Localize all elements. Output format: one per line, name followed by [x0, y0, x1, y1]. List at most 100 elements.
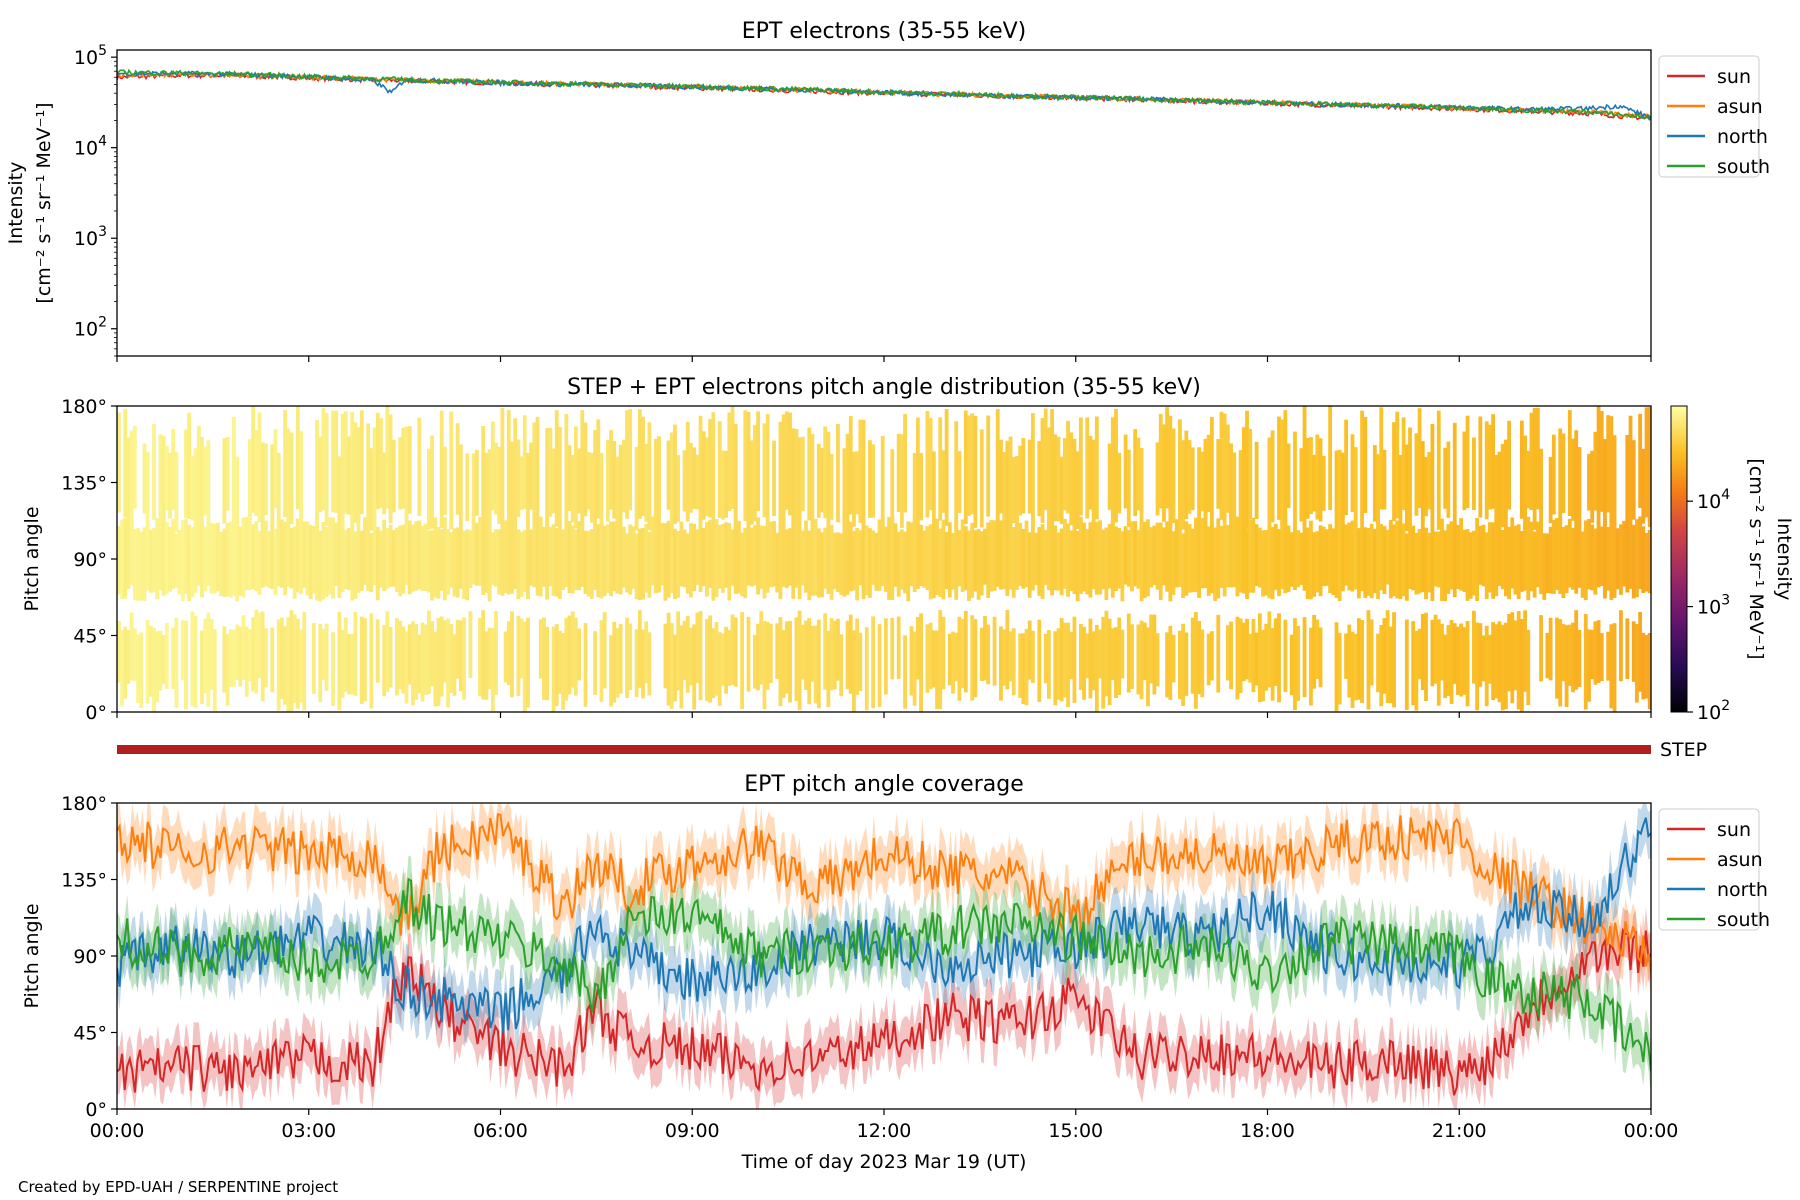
panel1-title: EPT electrons (35-55 keV) — [742, 19, 1027, 44]
heatmap-cell — [1222, 413, 1227, 524]
heatmap-cell — [1526, 629, 1531, 706]
heatmap-cell — [1491, 522, 1496, 599]
heatmap-cell — [983, 615, 987, 681]
heatmap-cell — [724, 450, 729, 518]
heatmap-cell — [896, 433, 901, 512]
heatmap-cell — [554, 624, 559, 706]
heatmap-cell — [586, 530, 591, 597]
heatmap-cell — [1309, 437, 1313, 515]
heatmap-cell — [468, 530, 473, 588]
heatmap-cell — [676, 611, 681, 691]
heatmap-cell — [695, 529, 700, 585]
heatmap-cell — [1625, 435, 1630, 530]
heatmap-cell — [1091, 519, 1096, 590]
panel4-legend-frame — [1658, 808, 1760, 931]
heatmap-cell — [823, 527, 828, 589]
heatmap-cell — [689, 443, 693, 513]
heatmap-cell — [698, 611, 703, 701]
heatmap-cell — [145, 524, 150, 591]
heatmap-cell — [634, 629, 639, 697]
heatmap-cell — [1027, 620, 1032, 680]
heatmap-cell — [446, 529, 450, 595]
heatmap-cell — [1561, 526, 1566, 598]
heatmap-cell — [487, 627, 492, 690]
heatmap-cell — [797, 437, 802, 531]
heatmap-cell — [1456, 626, 1460, 695]
heatmap-cell — [602, 612, 607, 689]
heatmap-cell — [1027, 532, 1032, 598]
heatmap-cell — [1158, 413, 1163, 509]
heatmap-cell — [1050, 518, 1054, 596]
heatmap-cell — [212, 523, 217, 594]
heatmap-cell — [366, 423, 371, 530]
heatmap-cell — [222, 626, 227, 693]
heatmap-cell — [414, 624, 419, 700]
heatmap-cell — [778, 617, 783, 707]
heatmap-cell — [1606, 526, 1611, 591]
heatmap-cell — [1142, 521, 1147, 599]
heatmap-cell — [919, 453, 923, 521]
heatmap-cell — [1056, 532, 1061, 591]
heatmap-cell — [1203, 438, 1208, 528]
heatmap-cell — [126, 524, 131, 589]
heatmap-cell — [1452, 523, 1457, 598]
heatmap-cell — [1181, 533, 1186, 598]
heatmap-cell — [295, 518, 300, 593]
heatmap-cell — [1184, 632, 1189, 696]
heatmap-cell — [871, 444, 876, 518]
heatmap-cell — [1497, 451, 1502, 526]
heatmap-cell — [232, 416, 236, 529]
pitch-line-north — [117, 817, 1651, 1033]
heatmap-cell — [257, 531, 262, 595]
heatmap-cell — [1238, 450, 1243, 530]
heatmap-cell — [193, 448, 198, 533]
heatmap-cell — [976, 528, 981, 600]
heatmap-cell — [379, 418, 383, 509]
heatmap-cell — [580, 410, 585, 528]
heatmap-cell — [1443, 447, 1448, 509]
heatmap-cell — [1241, 427, 1246, 523]
heatmap-cell — [941, 450, 946, 513]
heatmap-cell — [152, 423, 156, 520]
heatmap-cell — [1283, 525, 1288, 594]
heatmap-cell — [804, 620, 808, 690]
heatmap-cell — [618, 526, 623, 595]
heatmap-cell — [474, 522, 479, 586]
heatmap-cell — [427, 530, 431, 593]
heatmap-cell — [180, 520, 185, 602]
heatmap-cell — [1558, 619, 1563, 707]
heatmap-cell — [366, 526, 371, 592]
heatmap-cell — [1114, 526, 1118, 591]
heatmap-cell — [1571, 438, 1575, 521]
heatmap-cell — [1190, 617, 1195, 694]
heatmap-cell — [1334, 622, 1339, 711]
heatmap-cell — [1066, 622, 1070, 708]
heatmap-cell — [1580, 531, 1585, 598]
heatmap-cell — [471, 453, 476, 524]
heatmap-cell — [1270, 526, 1275, 600]
heatmap-cell — [893, 523, 898, 587]
heatmap-cell — [1309, 520, 1313, 600]
heatmap-cell — [650, 516, 655, 586]
heatmap-cell — [1647, 407, 1651, 528]
heatmap-cell — [1232, 452, 1237, 530]
heatmap-cell — [1069, 432, 1074, 526]
heatmap-cell — [1446, 625, 1451, 696]
heatmap-cell — [1139, 448, 1144, 534]
heatmap-cell — [522, 621, 527, 712]
heatmap-cell — [1341, 524, 1345, 592]
heatmap-cell — [123, 517, 128, 599]
heatmap-cell — [788, 528, 792, 586]
heatmap-cell — [1114, 627, 1118, 698]
heatmap-cell — [276, 619, 281, 711]
heatmap-cell — [1293, 529, 1297, 590]
heatmap-cell — [299, 629, 303, 703]
heatmap-cell — [577, 628, 581, 681]
heatmap-cell — [765, 621, 770, 690]
heatmap-cell — [890, 449, 895, 532]
heatmap-cell — [1449, 521, 1454, 590]
heatmap-cell — [759, 611, 764, 685]
heatmap-cell — [190, 527, 195, 598]
heatmap-cell — [1363, 527, 1368, 598]
heatmap-cell — [970, 522, 975, 598]
